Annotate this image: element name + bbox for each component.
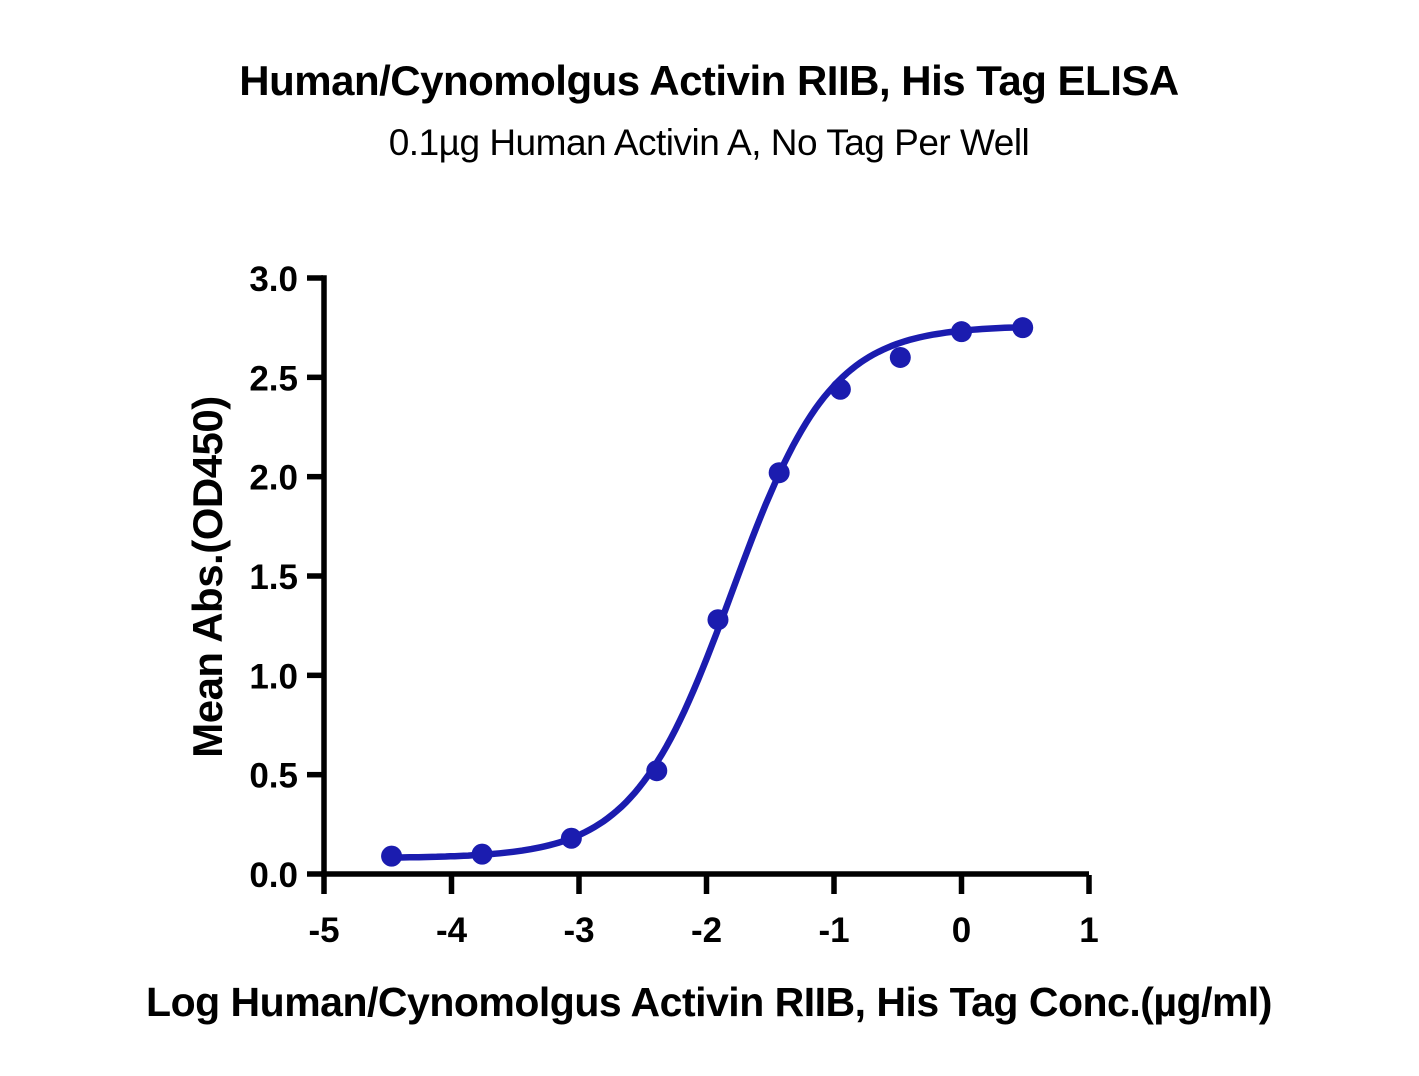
data-point: [646, 760, 668, 782]
x-tick-label: -3: [563, 911, 594, 950]
y-tick-label: 1.5: [249, 558, 298, 597]
x-tick-label: 0: [952, 911, 971, 950]
y-tick-label: 2.5: [249, 359, 298, 398]
axes: 0.0 0.5 1.0 1.5 2.0 2.5 3.0 -5 -4 -3 -2 -1 0 1: [249, 260, 1098, 950]
data-point: [471, 843, 493, 865]
data-point: [381, 845, 403, 867]
data-point: [889, 346, 911, 368]
data-point: [560, 827, 582, 849]
data-point: [768, 462, 790, 484]
x-tick-label: 1: [1079, 911, 1098, 950]
x-tick-label: -1: [818, 911, 849, 950]
data-point: [829, 378, 851, 400]
fit-curve: [388, 323, 1026, 861]
y-axis-label: Mean Abs.(OD450): [184, 396, 231, 758]
y-tick-label: 0.0: [249, 856, 298, 895]
x-tick-label: -2: [691, 911, 722, 950]
y-tick-label: 1.0: [249, 657, 298, 696]
x-tick-label: -5: [308, 911, 339, 950]
data-point: [707, 609, 729, 631]
y-tick-label: 3.0: [249, 260, 298, 299]
chart-subtitle: 0.1µg Human Activin A, No Tag Per Well: [389, 122, 1030, 163]
data-point: [951, 321, 972, 343]
x-tick-label: -4: [436, 911, 468, 950]
y-tick-label: 0.5: [249, 757, 298, 796]
plot-series: [381, 317, 1034, 867]
chart-title: Human/Cynomolgus Activin RIIB, His Tag E…: [239, 57, 1179, 104]
data-point: [1012, 317, 1034, 339]
x-axis-label: Log Human/Cynomolgus Activin RIIB, His T…: [146, 979, 1272, 1025]
y-tick-label: 2.0: [249, 459, 298, 498]
